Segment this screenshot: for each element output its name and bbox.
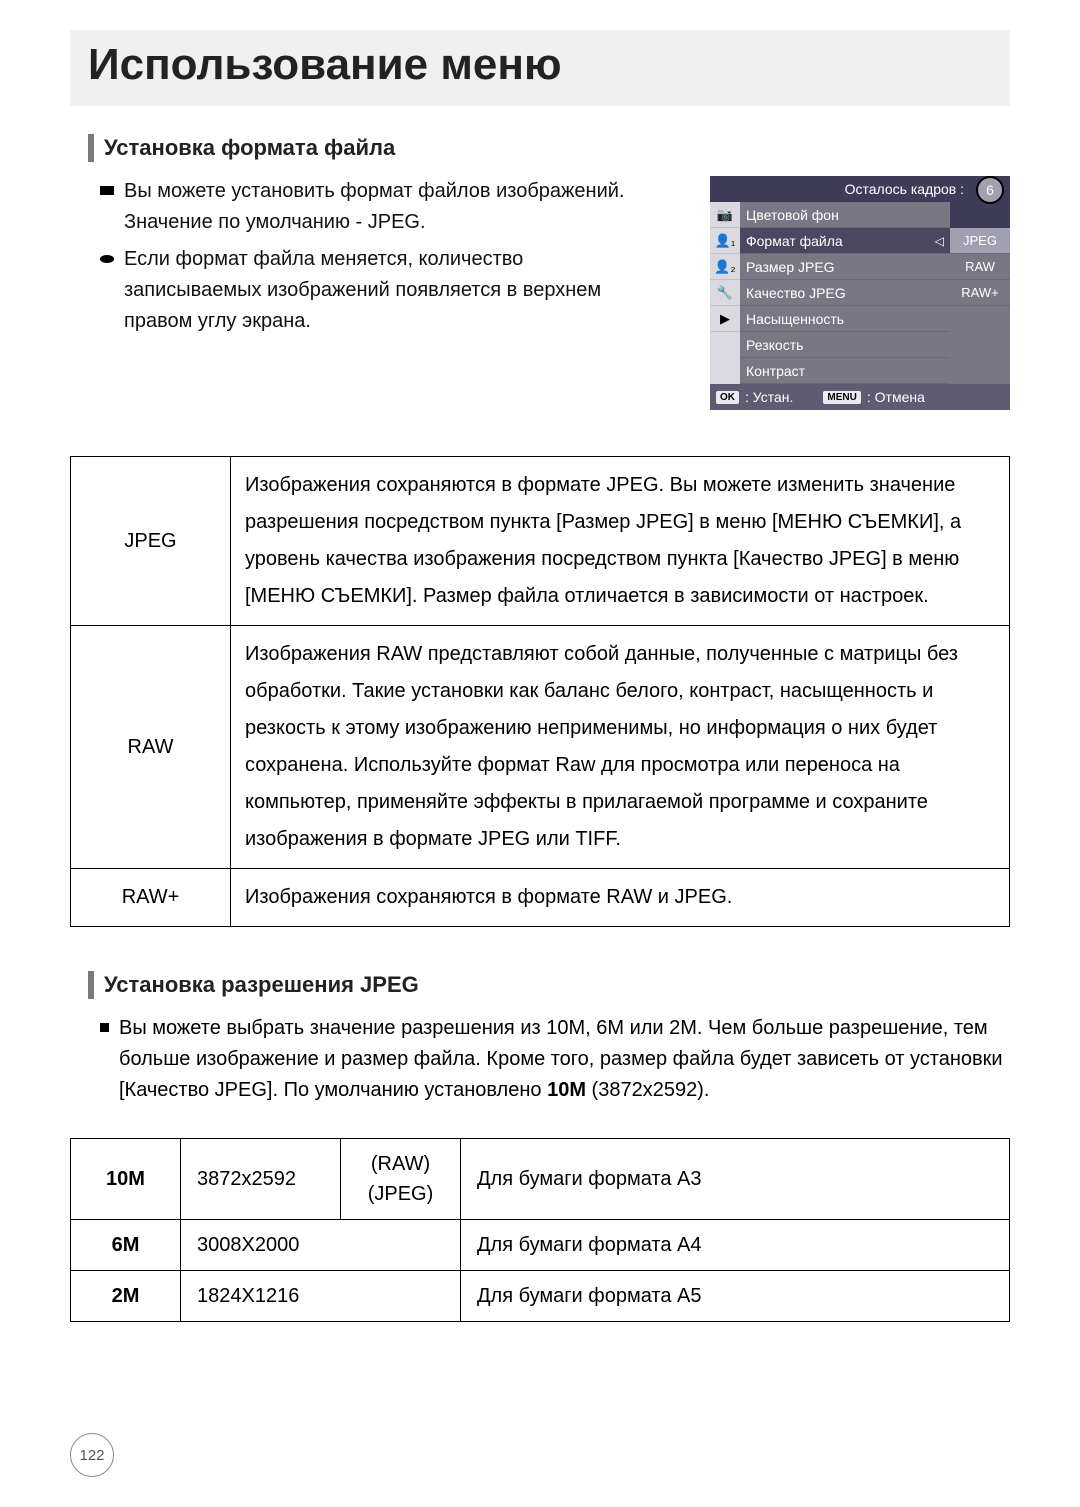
menu-item-color-bg: Цветовой фон xyxy=(740,202,950,228)
res-6m-value: 3008X2000 xyxy=(181,1220,461,1271)
menu-item-list: Цветовой фон Формат файла ◁ Размер JPEG … xyxy=(740,202,950,384)
heading-bar xyxy=(88,134,94,162)
camera-tab-icon: 📷 xyxy=(710,202,740,228)
section1-heading-text: Установка формата файла xyxy=(104,135,395,161)
blank-opt xyxy=(950,202,1010,228)
square-bullet-icon xyxy=(100,186,114,195)
menu-item-file-format: Формат файла ◁ xyxy=(740,228,950,254)
bullet-text: Вы можете выбрать значение разрешения из… xyxy=(119,1013,1010,1106)
menu-option-list: JPEG RAW RAW+ xyxy=(950,202,1010,384)
format-rawplus-label: RAW+ xyxy=(71,869,231,927)
menu-header-text: Осталось кадров : xyxy=(845,181,964,197)
menu-item-label: Размер JPEG xyxy=(746,259,835,275)
bullet-text: Если формат файла меняется, количество з… xyxy=(124,244,640,337)
section1-heading: Установка формата файла xyxy=(88,134,1010,162)
left-arrow-icon: ◁ xyxy=(935,234,944,248)
res-6m-label: 6M xyxy=(71,1220,181,1271)
format-table: JPEG Изображения сохраняются в формате J… xyxy=(70,456,1010,927)
menu-item-label: Насыщенность xyxy=(746,311,844,327)
table-row: 10M 3872x2592 (RAW) (JPEG) Для бумаги фо… xyxy=(71,1139,1010,1220)
heading-bar xyxy=(88,971,94,999)
table-row: RAW Изображения RAW представляют собой д… xyxy=(71,626,1010,869)
section2-heading: Установка разрешения JPEG xyxy=(88,971,1010,999)
res-2m-paper: Для бумаги формата А5 xyxy=(461,1271,1010,1322)
menu-item-contrast: Контраст xyxy=(740,358,950,384)
frames-remaining-badge: 6 xyxy=(976,176,1004,204)
menu-item-label: Резкость xyxy=(746,337,803,353)
user1-tab-icon: 👤₁ xyxy=(710,228,740,254)
menu-item-label: Качество JPEG xyxy=(746,285,846,301)
camera-menu-screenshot: Осталось кадров : 6 📷 👤₁ 👤₂ 🔧 ▶ Цветовой… xyxy=(710,176,1010,410)
blank-tab xyxy=(710,332,740,384)
format-raw-label: RAW xyxy=(71,626,231,869)
bullet-post: (3872x2592). xyxy=(586,1079,709,1101)
menu-option-raw: RAW xyxy=(950,254,1010,280)
res-2m-label: 2M xyxy=(71,1271,181,1322)
format-raw-desc: Изображения RAW представляют собой данны… xyxy=(231,626,1010,869)
ok-label: : Устан. xyxy=(745,389,793,405)
menu-footer: OK : Устан. MENU : Отмена xyxy=(710,384,1010,410)
menu-key-icon: MENU xyxy=(823,391,860,404)
page-title: Использование меню xyxy=(70,30,1010,106)
play-tab-icon: ▶ xyxy=(710,306,740,332)
res-6m-paper: Для бумаги формата А4 xyxy=(461,1220,1010,1271)
res-10m-paper: Для бумаги формата А3 xyxy=(461,1139,1010,1220)
dot-bullet-icon xyxy=(100,255,114,263)
table-row: 2M 1824X1216 Для бумаги формата А5 xyxy=(71,1271,1010,1322)
bullet-item: Вы можете выбрать значение разрешения из… xyxy=(100,1013,1010,1106)
menu-item-jpeg-size: Размер JPEG xyxy=(740,254,950,280)
format-rawplus-desc: Изображения сохраняются в формате RAW и … xyxy=(231,869,1010,927)
table-row: RAW+ Изображения сохраняются в формате R… xyxy=(71,869,1010,927)
table-row: 6M 3008X2000 Для бумаги формата А4 xyxy=(71,1220,1010,1271)
tool-tab-icon: 🔧 xyxy=(710,280,740,306)
bullet-bold: 10M xyxy=(547,1079,586,1101)
menu-item-sharpness: Резкость xyxy=(740,332,950,358)
menu-cancel-label: : Отмена xyxy=(867,389,925,405)
bullet-item: Если формат файла меняется, количество з… xyxy=(100,244,640,337)
res-2m-value: 1824X1216 xyxy=(181,1271,461,1322)
res-10m-value: 3872x2592 xyxy=(181,1139,341,1220)
user2-tab-icon: 👤₂ xyxy=(710,254,740,280)
menu-item-label: Цветовой фон xyxy=(746,207,839,223)
bullet-text: Вы можете установить формат файлов изобр… xyxy=(124,176,640,238)
menu-item-label: Формат файла xyxy=(746,233,843,249)
menu-tab-icons: 📷 👤₁ 👤₂ 🔧 ▶ xyxy=(710,202,740,384)
resolution-table: 10M 3872x2592 (RAW) (JPEG) Для бумаги фо… xyxy=(70,1138,1010,1322)
menu-item-saturation: Насыщенность xyxy=(740,306,950,332)
section1-body: Вы можете установить формат файлов изобр… xyxy=(100,176,640,343)
menu-item-label: Контраст xyxy=(746,363,805,379)
bullet-item: Вы можете установить формат файлов изобр… xyxy=(100,176,640,238)
menu-item-jpeg-quality: Качество JPEG xyxy=(740,280,950,306)
res-10m-fmt: (RAW) (JPEG) xyxy=(341,1139,461,1220)
square-bullet-icon xyxy=(100,1023,109,1032)
menu-header: Осталось кадров : 6 xyxy=(710,176,1010,202)
page-number: 122 xyxy=(70,1433,114,1477)
res-10m-label: 10M xyxy=(71,1139,181,1220)
menu-option-jpeg: JPEG xyxy=(950,228,1010,254)
blank-opt xyxy=(950,306,1010,384)
format-jpeg-label: JPEG xyxy=(71,457,231,626)
ok-key-icon: OK xyxy=(716,391,739,404)
menu-option-rawplus: RAW+ xyxy=(950,280,1010,306)
table-row: JPEG Изображения сохраняются в формате J… xyxy=(71,457,1010,626)
format-jpeg-desc: Изображения сохраняются в формате JPEG. … xyxy=(231,457,1010,626)
section2-body: Вы можете выбрать значение разрешения из… xyxy=(100,1013,1010,1106)
section2-heading-text: Установка разрешения JPEG xyxy=(104,972,419,998)
